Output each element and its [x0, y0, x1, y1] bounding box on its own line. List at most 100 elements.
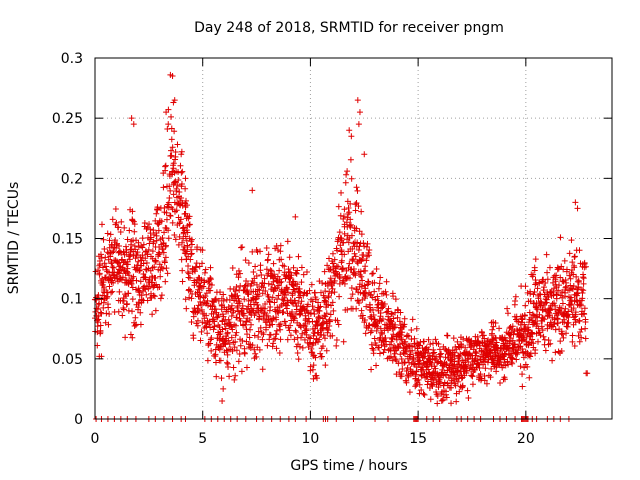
data-point [192, 264, 199, 271]
data-point [246, 334, 253, 341]
data-point [112, 237, 119, 244]
data-point [157, 295, 164, 302]
data-point [299, 344, 306, 351]
data-point [273, 327, 280, 334]
data-point [331, 289, 338, 296]
data-point [530, 312, 537, 319]
data-point [337, 242, 344, 249]
data-point [226, 373, 233, 380]
data-point [305, 334, 312, 341]
data-point [373, 266, 380, 273]
data-point [269, 281, 276, 288]
data-point [262, 300, 269, 307]
data-point [359, 312, 366, 319]
y-tick-labels: 0 0.05 0.1 0.15 0.2 0.25 0.3 [52, 51, 83, 428]
data-point [582, 263, 589, 270]
data-point [120, 266, 127, 273]
data-point [483, 380, 490, 387]
data-point [232, 338, 239, 345]
data-point [129, 308, 136, 315]
data-point [106, 237, 113, 244]
data-point [317, 303, 324, 310]
data-point [156, 251, 163, 258]
data-point [228, 313, 235, 320]
data-point [505, 361, 512, 368]
data-point [106, 269, 113, 276]
data-point [265, 251, 272, 258]
data-point [538, 323, 545, 330]
data-point [287, 332, 294, 339]
data-point [353, 184, 360, 191]
data-point [503, 337, 510, 344]
data-point [152, 275, 159, 282]
data-point [434, 400, 441, 407]
data-point [366, 247, 373, 254]
data-point [390, 315, 397, 322]
y-tick-label: 0.1 [61, 292, 83, 308]
data-point [138, 292, 145, 299]
data-point [259, 336, 266, 343]
data-point [150, 238, 157, 245]
data-point [321, 297, 328, 304]
data-point [562, 305, 569, 312]
data-point [184, 243, 191, 250]
data-point [271, 336, 278, 343]
data-point [207, 287, 214, 294]
data-point [151, 264, 158, 271]
data-point [137, 321, 144, 328]
data-point [534, 285, 541, 292]
data-point [409, 370, 416, 377]
data-point [557, 338, 564, 345]
data-point [122, 334, 129, 341]
data-point [412, 371, 419, 378]
data-point [384, 308, 391, 315]
data-point [333, 342, 340, 349]
data-point [545, 294, 552, 301]
data-point [392, 321, 399, 328]
data-point [250, 269, 257, 276]
data-point [536, 329, 543, 336]
data-point [440, 372, 447, 379]
data-point [563, 266, 570, 273]
data-point [580, 287, 587, 294]
data-point [509, 323, 516, 330]
data-point [361, 317, 368, 324]
data-point [329, 260, 336, 267]
data-point [267, 331, 274, 338]
data-point [534, 320, 541, 327]
data-point [316, 314, 323, 321]
data-point [530, 271, 537, 278]
data-point [335, 263, 342, 270]
data-point [150, 292, 157, 299]
data-point [102, 254, 109, 261]
data-point [169, 144, 176, 151]
data-point [541, 284, 548, 291]
data-point [441, 379, 448, 386]
data-point [578, 326, 585, 333]
data-point [324, 262, 331, 269]
data-point [211, 296, 218, 303]
data-point [263, 266, 270, 273]
data-point [453, 398, 460, 405]
data-point [249, 187, 256, 194]
data-point [319, 343, 326, 350]
data-point [232, 372, 239, 379]
data-point [195, 307, 202, 314]
data-point [369, 270, 376, 277]
data-point [211, 323, 218, 330]
data-point [371, 316, 378, 323]
data-point [401, 321, 408, 328]
data-point [346, 275, 353, 282]
data-point [540, 287, 547, 294]
data-point [355, 121, 362, 128]
data-point [408, 326, 415, 333]
data-point [170, 160, 177, 167]
data-point [501, 334, 508, 341]
data-point [108, 289, 115, 296]
data-point [567, 294, 574, 301]
data-point [578, 286, 585, 293]
data-point [178, 195, 185, 202]
data-point [262, 287, 269, 294]
data-point [167, 213, 174, 220]
data-point [251, 332, 258, 339]
